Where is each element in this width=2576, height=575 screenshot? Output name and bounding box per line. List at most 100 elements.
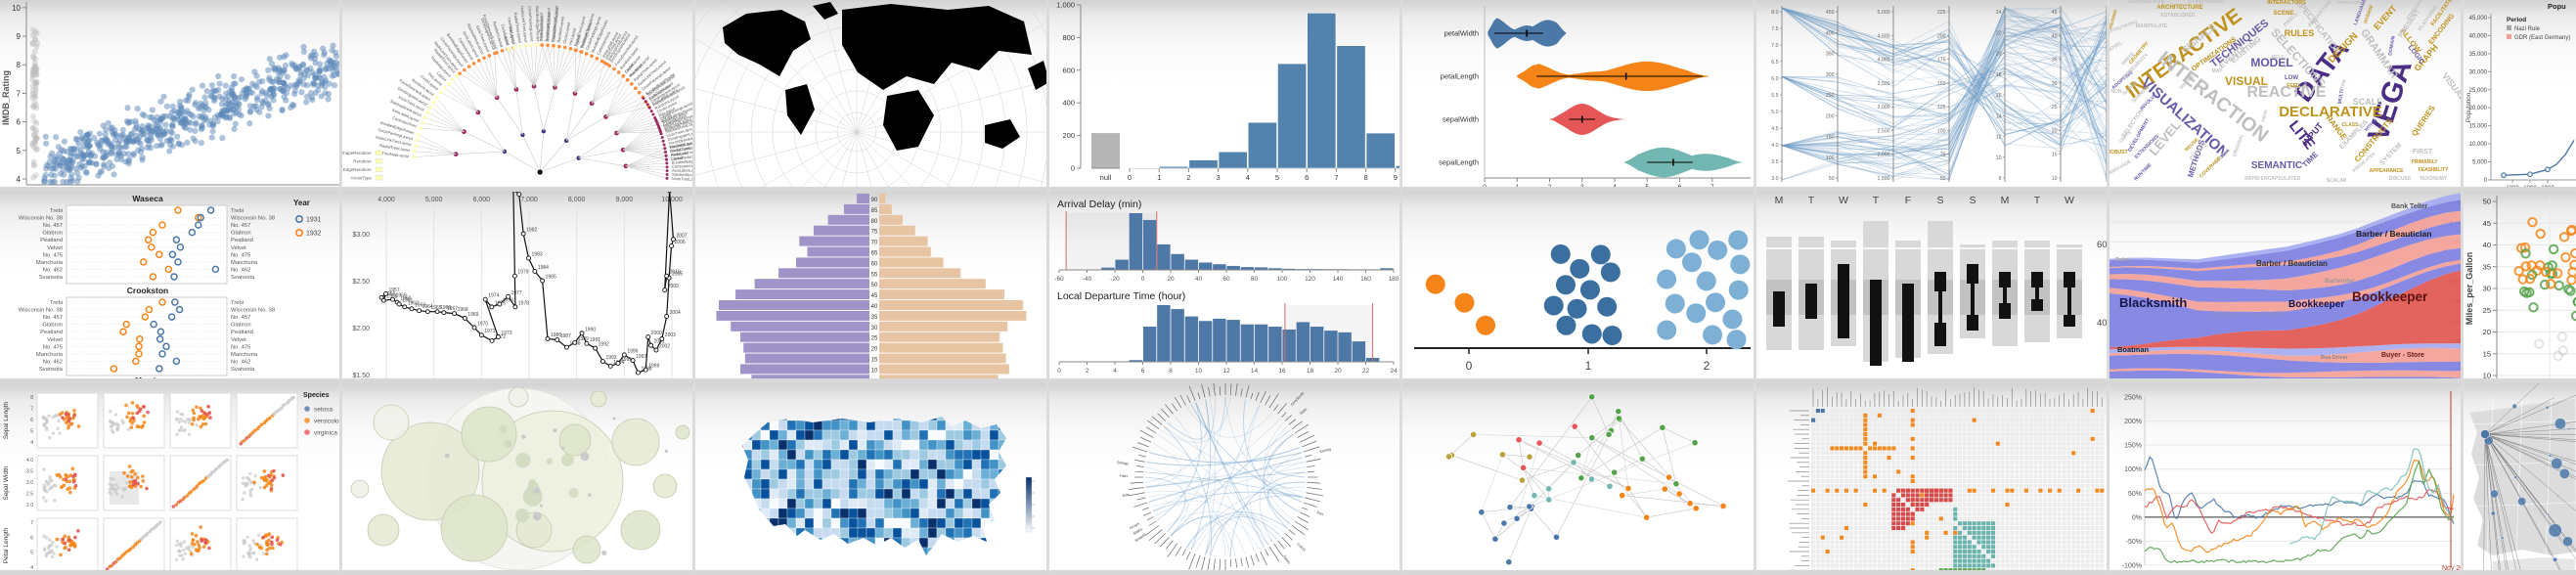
svg-text:Wisconsin No. 38: Wisconsin No. 38	[19, 216, 63, 222]
svg-text:Arrays: Arrays	[1129, 522, 1140, 531]
thumbnail-weather-chart[interactable]: M T W T F S S M T W 60 40	[1756, 192, 2110, 383]
thumbnail-circle-packing[interactable]	[342, 383, 695, 575]
thumbnail-stock-lines[interactable]: 250% 200% 150% 100% 50% 0% -50% -100% Nov 20	[2110, 383, 2464, 575]
thumbnail-population-line[interactable]: 45,000 40,000 35,000 30,000 25,000 20,000 15,0…	[2464, 0, 2576, 192]
svg-text:4.0: 4.0	[1771, 143, 1778, 149]
svg-text:Boatman: Boatman	[2117, 345, 2150, 354]
svg-text:25,000: 25,000	[2469, 88, 2488, 94]
svg-text:DendrogramLayout: DendrogramLayout	[544, 7, 551, 41]
svg-text:200: 200	[1937, 33, 1946, 39]
svg-text:Species: Species	[303, 392, 330, 399]
svg-text:1983: 1983	[532, 251, 543, 257]
svg-text:8: 8	[1999, 176, 2002, 182]
svg-text:15: 15	[871, 358, 878, 364]
svg-text:M: M	[1775, 195, 1784, 206]
world_map-chart	[695, 0, 1049, 188]
svg-text:No. 475: No. 475	[43, 344, 63, 350]
thumbnail-comatrix[interactable]	[1756, 383, 2110, 575]
svg-text:Miles_per_Gallon: Miles_per_Gallon	[2465, 252, 2474, 326]
svg-text:DECLARATIVE: DECLARATIVE	[2279, 104, 2382, 120]
svg-text:Shapes: Shapes	[1134, 532, 1147, 543]
svg-text:25: 25	[2483, 306, 2491, 315]
svg-text:1984: 1984	[538, 265, 549, 271]
svg-text:250%: 250%	[2124, 395, 2142, 402]
svg-text:1: 1	[1515, 184, 1519, 188]
svg-text:3.0: 3.0	[26, 480, 33, 486]
svg-text:15,000: 15,000	[2469, 124, 2488, 130]
svg-text:Trebi: Trebi	[50, 300, 63, 306]
histogram-chart: 0 200 400 600 800 1,000 null 0 1 2 3 4 5 6 7 8 9	[1056, 1, 1402, 182]
svg-text:1890: 1890	[2523, 186, 2537, 188]
thumbnail-dot-groups[interactable]: 0 1 2	[1402, 192, 1756, 383]
svg-text:BundledEdgeRouter: BundledEdgeRouter	[672, 157, 695, 165]
svg-text:18: 18	[1996, 72, 2002, 78]
svg-text:1971: 1971	[484, 329, 495, 334]
svg-text:2007: 2007	[676, 233, 687, 239]
svg-text:1974: 1974	[488, 293, 499, 299]
thumbnail-mpg-scatter[interactable]: Miles_per_Gallon 50 45 40 35 30 25 20 15 10	[2464, 192, 2576, 383]
svg-text:5,000: 5,000	[425, 197, 443, 203]
svg-text:8,000: 8,000	[568, 197, 586, 203]
thumbnail-scatterplot[interactable]: IMDB_Rating 10 9 8 7 6 5 4	[0, 0, 342, 192]
thumbnail-world-map[interactable]	[695, 0, 1049, 192]
svg-text:1964: 1964	[422, 304, 433, 310]
thumbnail-airport-routes[interactable]	[2464, 383, 2576, 575]
svg-text:petalLength: petalLength	[1441, 72, 1479, 81]
svg-text:FIRST: FIRST	[2413, 149, 2433, 155]
thumbnail-word-cloud[interactable]: VEGA DATA INTERACTIVE INTERACTION VISUALIZAT…	[2110, 0, 2464, 192]
crossfilter-chart: Arrival Delay (min)-60 -40 -20 0 20 40 60 80 100…	[1054, 199, 1399, 375]
svg-text:FEED: FEED	[2287, 83, 2300, 89]
svg-text:COVERAGE: COVERAGE	[2198, 155, 2223, 180]
svg-text:10: 10	[1996, 155, 2002, 161]
svg-text:1900: 1900	[2541, 186, 2554, 188]
thumbnail-parallel-coords[interactable]: 3.0 3.5 4.0 4.5 5.0 5.5 6.0 6.5 7.0 7.5 8.0 50 100 15…	[1756, 0, 2110, 192]
svg-text:PRIMARILY: PRIMARILY	[2411, 159, 2438, 165]
thumbnail-barley-trellis[interactable]: Waseca Trebi Trebi Wisconsin No. 38 Wisconsi…	[0, 192, 342, 383]
thumbnail-radial-tree[interactable]: TreeMapLayout RadialTreeLayout NodeLinkTre…	[342, 0, 695, 192]
svg-text:DISCUSS: DISCUSS	[2389, 176, 2412, 182]
svg-text:2: 2	[1086, 368, 1089, 375]
svg-text:Strings: Strings	[1117, 461, 1129, 465]
svg-text:4: 4	[30, 440, 33, 446]
thumbnail-splom[interactable]: Sepal Length Sepal Width Petal Length 8 7 6 5 4…	[0, 383, 342, 575]
svg-text:400: 400	[1826, 30, 1835, 36]
thumbnail-force-graph[interactable]	[1402, 383, 1756, 575]
thumbnail-streamgraph[interactable]: 4.5%4.0%3.5%3.0%2.5%2.0%1.5%1.0%0.5%Blac…	[2110, 192, 2464, 383]
thumbnail-population-pyramid[interactable]: 908580757065605550454035302520151050	[695, 192, 1049, 383]
svg-text:PieLayout: PieLayout	[671, 151, 689, 157]
svg-text:Bartender: Bartender	[2325, 278, 2355, 285]
svg-text:70: 70	[871, 241, 878, 246]
svg-text:Velvet: Velvet	[231, 337, 246, 343]
svg-text:16: 16	[1996, 93, 2002, 99]
svg-text:125: 125	[1937, 105, 1946, 111]
thumbnail-us-choropleth[interactable]	[695, 383, 1049, 575]
svg-text:2004: 2004	[670, 310, 681, 316]
svg-text:2010: 2010	[670, 270, 681, 276]
svg-text:6,000: 6,000	[473, 197, 491, 203]
thumbnail-crossfilter[interactable]: Arrival Delay (min) -60 -40 -20 0 20 40 60 80 100…	[1049, 192, 1402, 383]
svg-text:SCENE: SCENE	[2274, 11, 2294, 17]
svg-text:20: 20	[2483, 328, 2491, 336]
svg-text:1959: 1959	[396, 293, 407, 299]
svg-text:7.5: 7.5	[1771, 26, 1778, 32]
thumbnail-violin-plot[interactable]: 0 1 2 3 4 5 6 7 petalWidth petalLength sepalWidth s…	[1402, 0, 1756, 192]
svg-text:Maths: Maths	[1133, 527, 1143, 536]
svg-text:1978: 1978	[518, 300, 529, 306]
svg-text:1967: 1967	[447, 306, 458, 312]
svg-text:No. 457: No. 457	[43, 223, 63, 229]
svg-text:Trebi: Trebi	[50, 208, 63, 214]
svg-text:35: 35	[871, 315, 878, 321]
svg-text:35: 35	[2052, 58, 2058, 64]
svg-text:StackedAreaLayout: StackedAreaLayout	[551, 7, 559, 42]
svg-text:1987: 1987	[560, 333, 571, 339]
thumbnail-connected-scatter[interactable]: 4,000 5,000 6,000 7,000 8,000 9,000 10,000 $3.0…	[342, 192, 695, 383]
svg-text:Filter: Filter	[1120, 474, 1129, 478]
svg-text:6: 6	[30, 535, 33, 541]
svg-text:2005: 2005	[672, 272, 683, 278]
svg-text:30,000: 30,000	[2469, 69, 2488, 75]
svg-text:9: 9	[17, 32, 22, 41]
svg-text:1932: 1932	[306, 231, 322, 238]
svg-text:Stats: Stats	[1299, 407, 1308, 416]
thumbnail-edge-bundling[interactable]: EasingDirtySpriteFlareVisDataUtilArraysC…	[1049, 383, 1402, 575]
thumbnail-histogram[interactable]: 0 200 400 600 800 1,000 null 0 1 2 3 4 5 6 7 8 9	[1049, 0, 1402, 192]
